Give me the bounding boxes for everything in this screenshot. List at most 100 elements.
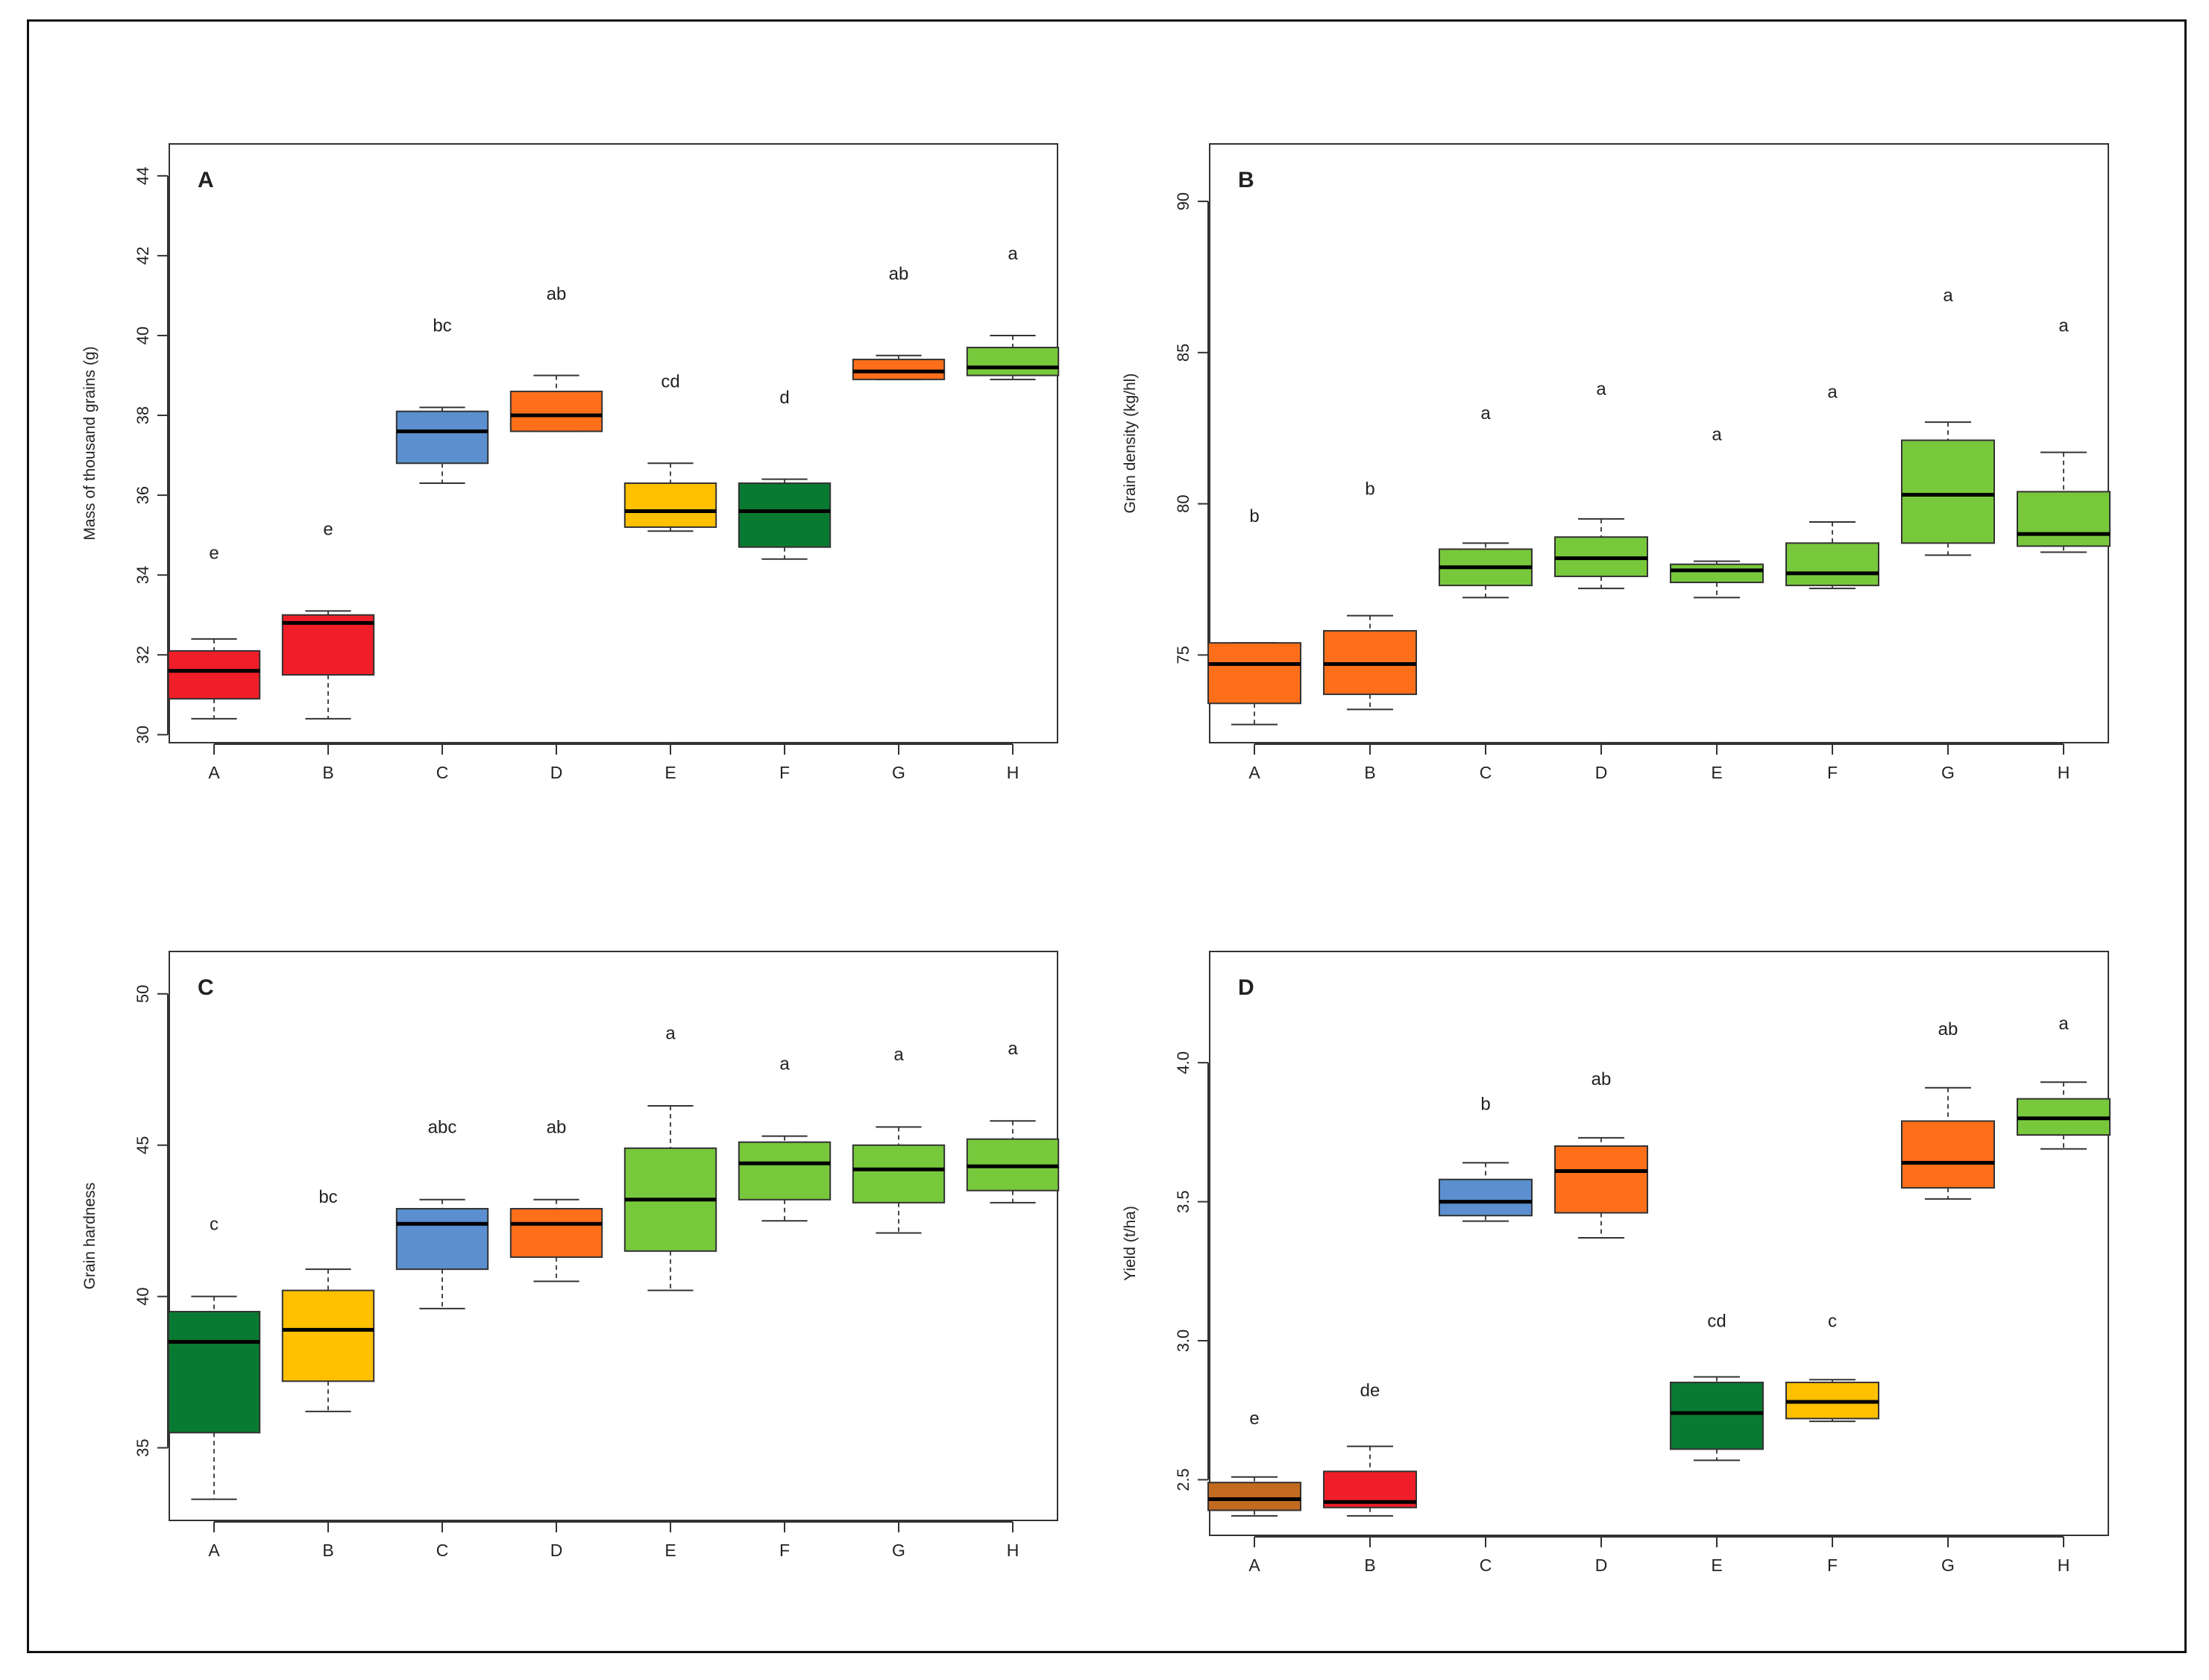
panel-d: D 2.5 3.0 3.5 4.0 Yield (t/ha) A B C D E F G He de b ab c… bbox=[1122, 951, 2111, 1575]
box-g: ab bbox=[852, 264, 946, 380]
significance-letter: a bbox=[1480, 403, 1491, 424]
significance-letter: ab bbox=[1591, 1069, 1612, 1089]
x-tick-label: H bbox=[1007, 1541, 1019, 1560]
x-tick-label: C bbox=[436, 1541, 449, 1560]
box-g: a bbox=[1901, 286, 1995, 556]
panel-c: C 35 40 45 50 Grain hardness A B C D E F G Hc bc abc ab a… bbox=[81, 951, 1060, 1560]
y-tick-label: 30 bbox=[133, 726, 152, 743]
x-tick-label: F bbox=[1827, 763, 1838, 782]
significance-letter: a bbox=[1827, 383, 1838, 403]
y-tick-label: 34 bbox=[133, 566, 152, 584]
significance-letter: a bbox=[1712, 424, 1722, 444]
iqr-box bbox=[1901, 1120, 1995, 1189]
significance-letter: cd bbox=[661, 372, 679, 392]
figure-frame bbox=[27, 19, 2187, 1653]
iqr-box bbox=[281, 1289, 375, 1382]
iqr-box bbox=[395, 410, 489, 465]
iqr-box bbox=[167, 1310, 261, 1434]
iqr-box bbox=[1207, 642, 1301, 705]
iqr-box bbox=[966, 347, 1060, 377]
iqr-box bbox=[509, 1207, 603, 1258]
significance-letter: c bbox=[210, 1214, 219, 1234]
iqr-box bbox=[1207, 1482, 1301, 1511]
box-b: e bbox=[281, 520, 375, 720]
box-c: b bbox=[1439, 1095, 1533, 1222]
significance-letter: a bbox=[1943, 286, 1953, 306]
box-f: a bbox=[738, 1054, 832, 1222]
x-tick-label: G bbox=[892, 1541, 905, 1560]
box-c: bc bbox=[395, 316, 489, 485]
box-g: a bbox=[852, 1045, 946, 1234]
x-tick-label: G bbox=[892, 763, 905, 782]
x-tick-label: H bbox=[2058, 1555, 2070, 1575]
significance-letter: bc bbox=[433, 316, 451, 336]
y-tick-label: 44 bbox=[133, 167, 152, 185]
iqr-box bbox=[509, 390, 603, 432]
x-tick-label: F bbox=[1827, 1555, 1838, 1575]
y-tick-label: 45 bbox=[133, 1136, 152, 1154]
box-f: c bbox=[1785, 1311, 1879, 1423]
x-tick-label: A bbox=[208, 763, 220, 782]
x-tick-label: E bbox=[664, 1541, 676, 1560]
box-e: a bbox=[1670, 424, 1764, 599]
significance-letter: b bbox=[1365, 479, 1374, 499]
significance-letter: ab bbox=[1938, 1019, 1958, 1039]
y-tick-label: 50 bbox=[133, 985, 152, 1003]
box-a: c bbox=[167, 1214, 261, 1500]
significance-letter: a bbox=[2058, 1013, 2069, 1034]
x-tick-label: E bbox=[1711, 763, 1722, 782]
iqr-box bbox=[852, 1144, 946, 1204]
significance-letter: c bbox=[1828, 1311, 1837, 1331]
y-tick-label: 40 bbox=[133, 1287, 152, 1305]
y-axis-label: Grain density (kg/hl) bbox=[1122, 374, 1139, 514]
panel-letter: B bbox=[1238, 168, 1254, 192]
x-tick-label: A bbox=[1248, 1555, 1260, 1575]
significance-letter: a bbox=[2058, 315, 2069, 336]
y-tick-label: 2.5 bbox=[1174, 1468, 1193, 1491]
box-d: ab bbox=[509, 1118, 603, 1283]
significance-letter: a bbox=[1008, 244, 1018, 264]
box-f: a bbox=[1785, 383, 1879, 590]
x-tick-label: B bbox=[1364, 763, 1375, 782]
x-tick-label: B bbox=[1364, 1555, 1375, 1575]
significance-letter: a bbox=[665, 1024, 676, 1044]
box-a: e bbox=[1207, 1409, 1301, 1517]
box-b: bc bbox=[281, 1187, 375, 1412]
iqr-box bbox=[738, 482, 832, 548]
significance-letter: b bbox=[1480, 1095, 1490, 1115]
x-tick-label: A bbox=[208, 1541, 220, 1560]
y-tick-label: 85 bbox=[1174, 344, 1193, 362]
iqr-box bbox=[623, 482, 717, 528]
panel-letter: A bbox=[198, 168, 214, 192]
box-h: a bbox=[966, 1039, 1060, 1204]
box-c: a bbox=[1439, 403, 1533, 599]
y-tick-label: 90 bbox=[1174, 192, 1193, 210]
x-tick-label: A bbox=[1248, 763, 1260, 782]
significance-letter: ab bbox=[547, 1118, 567, 1138]
significance-letter: a bbox=[1008, 1039, 1018, 1059]
y-axis-label: Grain hardness bbox=[81, 1183, 98, 1290]
iqr-box bbox=[1785, 542, 1879, 587]
y-tick-label: 3.5 bbox=[1174, 1190, 1193, 1213]
significance-letter: abc bbox=[428, 1118, 457, 1138]
y-tick-label: 4.0 bbox=[1174, 1051, 1193, 1075]
box-a: b bbox=[1207, 506, 1301, 726]
iqr-box bbox=[738, 1141, 832, 1201]
iqr-box bbox=[1670, 1381, 1764, 1450]
x-tick-label: D bbox=[1595, 1555, 1608, 1575]
significance-letter: d bbox=[779, 388, 789, 408]
x-tick-label: D bbox=[550, 763, 563, 782]
panel-letter: D bbox=[1238, 975, 1254, 1000]
plot-frame bbox=[1209, 951, 2109, 1536]
iqr-box bbox=[1439, 1178, 1533, 1217]
y-tick-label: 80 bbox=[1174, 494, 1193, 512]
box-e: cd bbox=[1670, 1311, 1764, 1462]
significance-letter: cd bbox=[1707, 1311, 1726, 1331]
significance-letter: bc bbox=[318, 1187, 337, 1207]
box-a: e bbox=[167, 544, 261, 720]
iqr-box bbox=[167, 649, 261, 700]
box-h: a bbox=[966, 244, 1060, 380]
x-tick-label: E bbox=[1711, 1555, 1722, 1575]
iqr-box bbox=[281, 614, 375, 676]
x-tick-label: B bbox=[322, 763, 333, 782]
